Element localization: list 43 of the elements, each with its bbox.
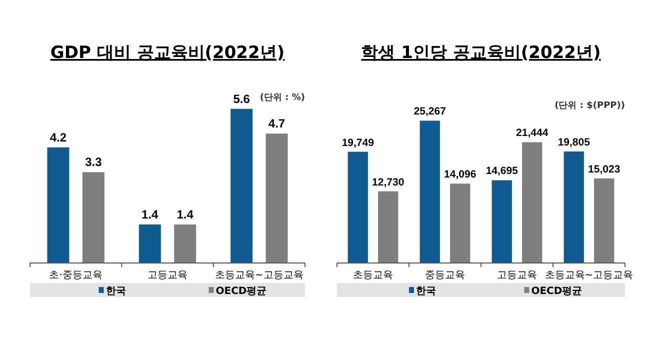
bar — [82, 172, 104, 263]
x-tick-label: 초등교육 — [353, 270, 393, 281]
data-label: 25,267 — [414, 106, 446, 118]
data-label: 4.2 — [50, 130, 67, 144]
x-tick-label: 고등교육 — [497, 270, 537, 281]
bar — [348, 152, 368, 263]
data-label: 19,749 — [342, 136, 374, 149]
bar — [174, 224, 196, 263]
x-tick-label: 초등교육~고등교육 — [544, 270, 634, 281]
chart-title: 학생 1인당 공교육비(2022년) — [361, 43, 601, 63]
bar — [420, 120, 440, 263]
bar — [450, 184, 470, 263]
data-label: 1.4 — [176, 207, 194, 222]
x-tick-label: 초등교육~고등교육 — [214, 270, 304, 281]
bar — [138, 224, 161, 263]
data-label: 15,023 — [588, 163, 620, 176]
legend-label: 한국 — [416, 286, 436, 297]
chart-title: GDP 대비 공교육비(2022년) — [50, 43, 285, 63]
legend-label: OECD평균 — [531, 286, 582, 297]
bar — [594, 178, 614, 263]
bar — [564, 151, 584, 263]
bar — [492, 180, 512, 263]
bar — [378, 191, 398, 263]
x-tick-label: 중등교육 — [425, 270, 465, 281]
legend-label: OECD평균 — [216, 286, 267, 297]
x-tick-label: 초·중등교육 — [49, 270, 102, 281]
data-label: 21,444 — [516, 127, 548, 140]
bar — [522, 142, 542, 263]
data-label: 3.3 — [85, 155, 102, 170]
bar — [266, 134, 288, 263]
data-label: 19,805 — [558, 136, 590, 148]
legend-label: 한국 — [106, 286, 126, 297]
data-label: 12,730 — [372, 176, 404, 188]
data-label: 14,096 — [444, 168, 476, 181]
data-label: 1.4 — [142, 207, 159, 222]
data-label: 4.7 — [268, 116, 286, 131]
bar — [47, 147, 70, 263]
data-label: 5.6 — [233, 92, 250, 106]
bar — [230, 108, 253, 263]
text: (단위 : %) — [260, 93, 305, 103]
data-label: 14,695 — [486, 165, 518, 178]
text: (단위 : $(PPP)) — [554, 101, 625, 111]
x-tick-label: 고등교육 — [148, 270, 188, 281]
